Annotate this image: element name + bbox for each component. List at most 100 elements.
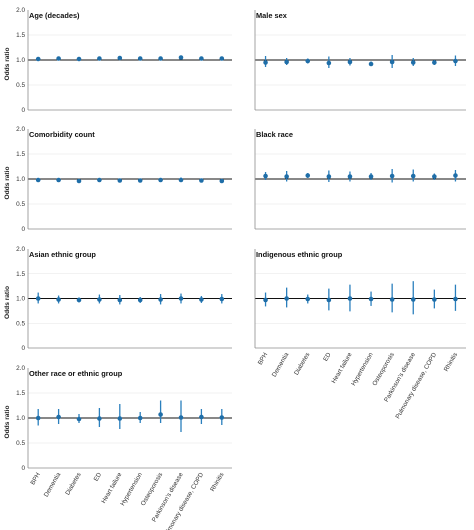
odds-ratio-point [178, 415, 184, 420]
y-tick-label: 2.0 [16, 365, 25, 372]
y-tick-label: 0.5 [16, 320, 25, 327]
y-tick-label: 0 [21, 465, 25, 472]
odds-ratio-point [432, 60, 437, 65]
x-category-label: BPH [29, 471, 42, 486]
y-tick-label: 1.0 [16, 296, 25, 303]
y-axis-label: Odds ratio [4, 167, 11, 200]
odds-ratio-point [97, 416, 102, 421]
panel-title: Age (decades) [29, 11, 80, 20]
x-category-label: Dementia [43, 471, 63, 498]
x-category-label: Diabetes [64, 472, 82, 497]
y-tick-label: 0.5 [16, 440, 25, 447]
panel-title: Indigenous ethnic group [256, 250, 343, 259]
odds-ratio-point [219, 296, 225, 302]
odds-ratio-point [389, 297, 395, 302]
odds-ratio-point [326, 60, 332, 66]
x-category-label: Pulmonary disease, COPD [394, 351, 438, 420]
odds-ratio-point [453, 296, 458, 302]
odds-ratio-point [432, 174, 437, 179]
x-category-label: ED [93, 471, 104, 482]
y-tick-label: 0 [21, 226, 25, 233]
y-axis-label: Odds ratio [4, 286, 11, 319]
odds-ratio-point [117, 178, 123, 183]
odds-ratio-point [326, 174, 332, 179]
x-category-label: Diabetes [293, 352, 311, 377]
odds-ratio-point [97, 56, 102, 61]
odds-ratio-point [326, 297, 332, 303]
x-category-label: Rhinitis [443, 352, 459, 373]
odds-ratio-point [76, 178, 82, 184]
odds-ratio-point [158, 297, 163, 302]
odds-ratio-point [410, 173, 416, 179]
y-tick-label: 1.0 [16, 57, 25, 64]
odds-ratio-point [35, 415, 41, 421]
y-tick-label: 1.5 [16, 271, 25, 278]
odds-ratio-point [56, 297, 61, 302]
odds-ratio-point [178, 55, 184, 60]
odds-ratio-point [137, 297, 143, 303]
x-category-label: Dementia [271, 351, 291, 378]
odds-ratio-point [137, 415, 143, 421]
y-tick-label: 2.0 [16, 246, 25, 253]
odds-ratio-point [199, 56, 204, 61]
odds-ratio-point [158, 412, 163, 417]
panel-title: Black race [256, 130, 293, 139]
odds-ratio-point [284, 59, 289, 65]
odds-ratio-point [35, 296, 41, 301]
panel-title: Other race or ethnic group [29, 369, 123, 378]
odds-ratio-point [219, 56, 225, 61]
odds-ratio-point [56, 56, 61, 61]
y-tick-label: 0.5 [16, 201, 25, 208]
x-category-label: ED [322, 351, 333, 362]
odds-ratio-point [117, 297, 123, 303]
panel-title: Asian ethnic group [29, 250, 96, 259]
odds-ratio-point [347, 296, 353, 301]
odds-ratio-point [263, 297, 268, 303]
odds-ratio-point [56, 177, 61, 183]
odds-ratio-point [137, 56, 143, 61]
odds-ratio-point [305, 173, 311, 178]
odds-ratio-point [76, 56, 82, 62]
odds-ratio-point [158, 56, 163, 61]
odds-ratio-point [305, 296, 311, 302]
odds-ratio-point [219, 415, 225, 420]
panel-title: Male sex [256, 11, 288, 20]
odds-ratio-point [284, 296, 289, 301]
x-category-label: Rhinitis [209, 472, 225, 493]
x-category-label: Heart failure [330, 351, 353, 385]
y-tick-label: 0.5 [16, 82, 25, 89]
x-category-label: Osteoporosis [371, 352, 396, 388]
odds-ratio-point [199, 414, 204, 420]
odds-ratio-point [263, 173, 268, 179]
odds-ratio-point [453, 173, 458, 178]
odds-ratio-point [76, 297, 82, 303]
odds-ratio-point [199, 178, 204, 183]
y-tick-label: 2.0 [16, 126, 25, 133]
odds-ratio-point [410, 60, 416, 65]
odds-ratio-point [347, 59, 353, 65]
odds-ratio-point [178, 177, 184, 183]
odds-ratio-point [178, 296, 184, 301]
odds-ratio-point [219, 178, 225, 184]
odds-ratio-point [158, 177, 163, 183]
odds-ratio-point [284, 174, 289, 179]
y-tick-label: 1.5 [16, 32, 25, 39]
odds-ratio-point [432, 297, 437, 302]
odds-ratio-point [117, 55, 123, 61]
odds-ratio-point [389, 59, 395, 65]
odds-ratio-point [389, 173, 395, 179]
y-tick-label: 1.5 [16, 151, 25, 158]
odds-ratio-point [347, 174, 353, 179]
odds-ratio-point [368, 61, 374, 67]
odds-ratio-point [368, 174, 374, 179]
odds-ratio-point [453, 58, 458, 64]
odds-ratio-point [305, 58, 311, 64]
odds-ratio-point [35, 177, 41, 183]
odds-ratio-point [199, 297, 204, 302]
odds-ratio-point [410, 297, 416, 302]
y-tick-label: 0 [21, 345, 25, 352]
x-category-label: Heart failure [100, 471, 123, 505]
y-axis-label: Odds ratio [4, 48, 11, 81]
odds-ratio-point [76, 416, 82, 422]
